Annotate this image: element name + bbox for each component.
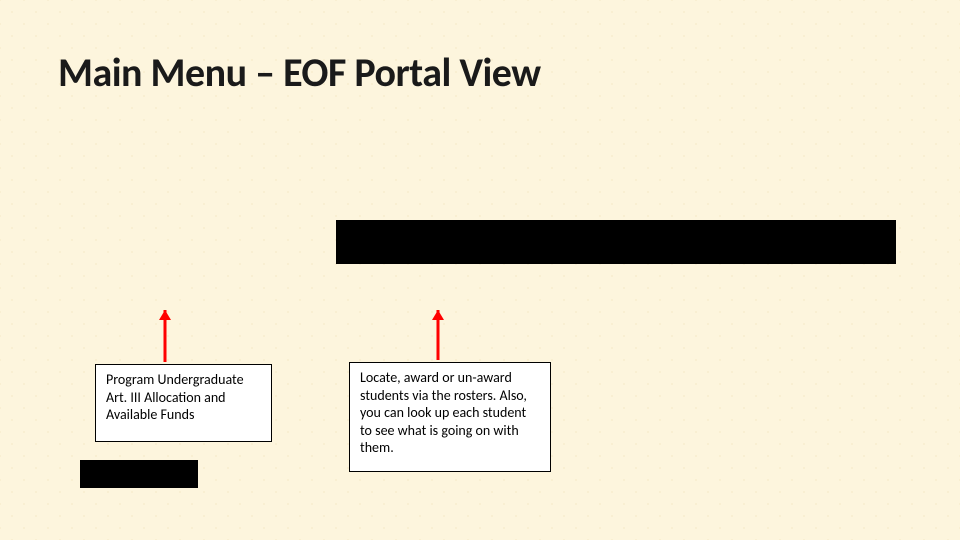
slide-title: Main Menu – EOF Portal View — [58, 48, 541, 97]
callout-left: Program Undergraduate Art. III Allocatio… — [95, 364, 272, 442]
redaction-bar-small — [80, 460, 198, 488]
callout-right: Locate, award or un-award students via t… — [349, 362, 551, 472]
slide-canvas: Main Menu – EOF Portal View Program Unde… — [0, 0, 960, 540]
redaction-bar-large — [336, 220, 896, 264]
